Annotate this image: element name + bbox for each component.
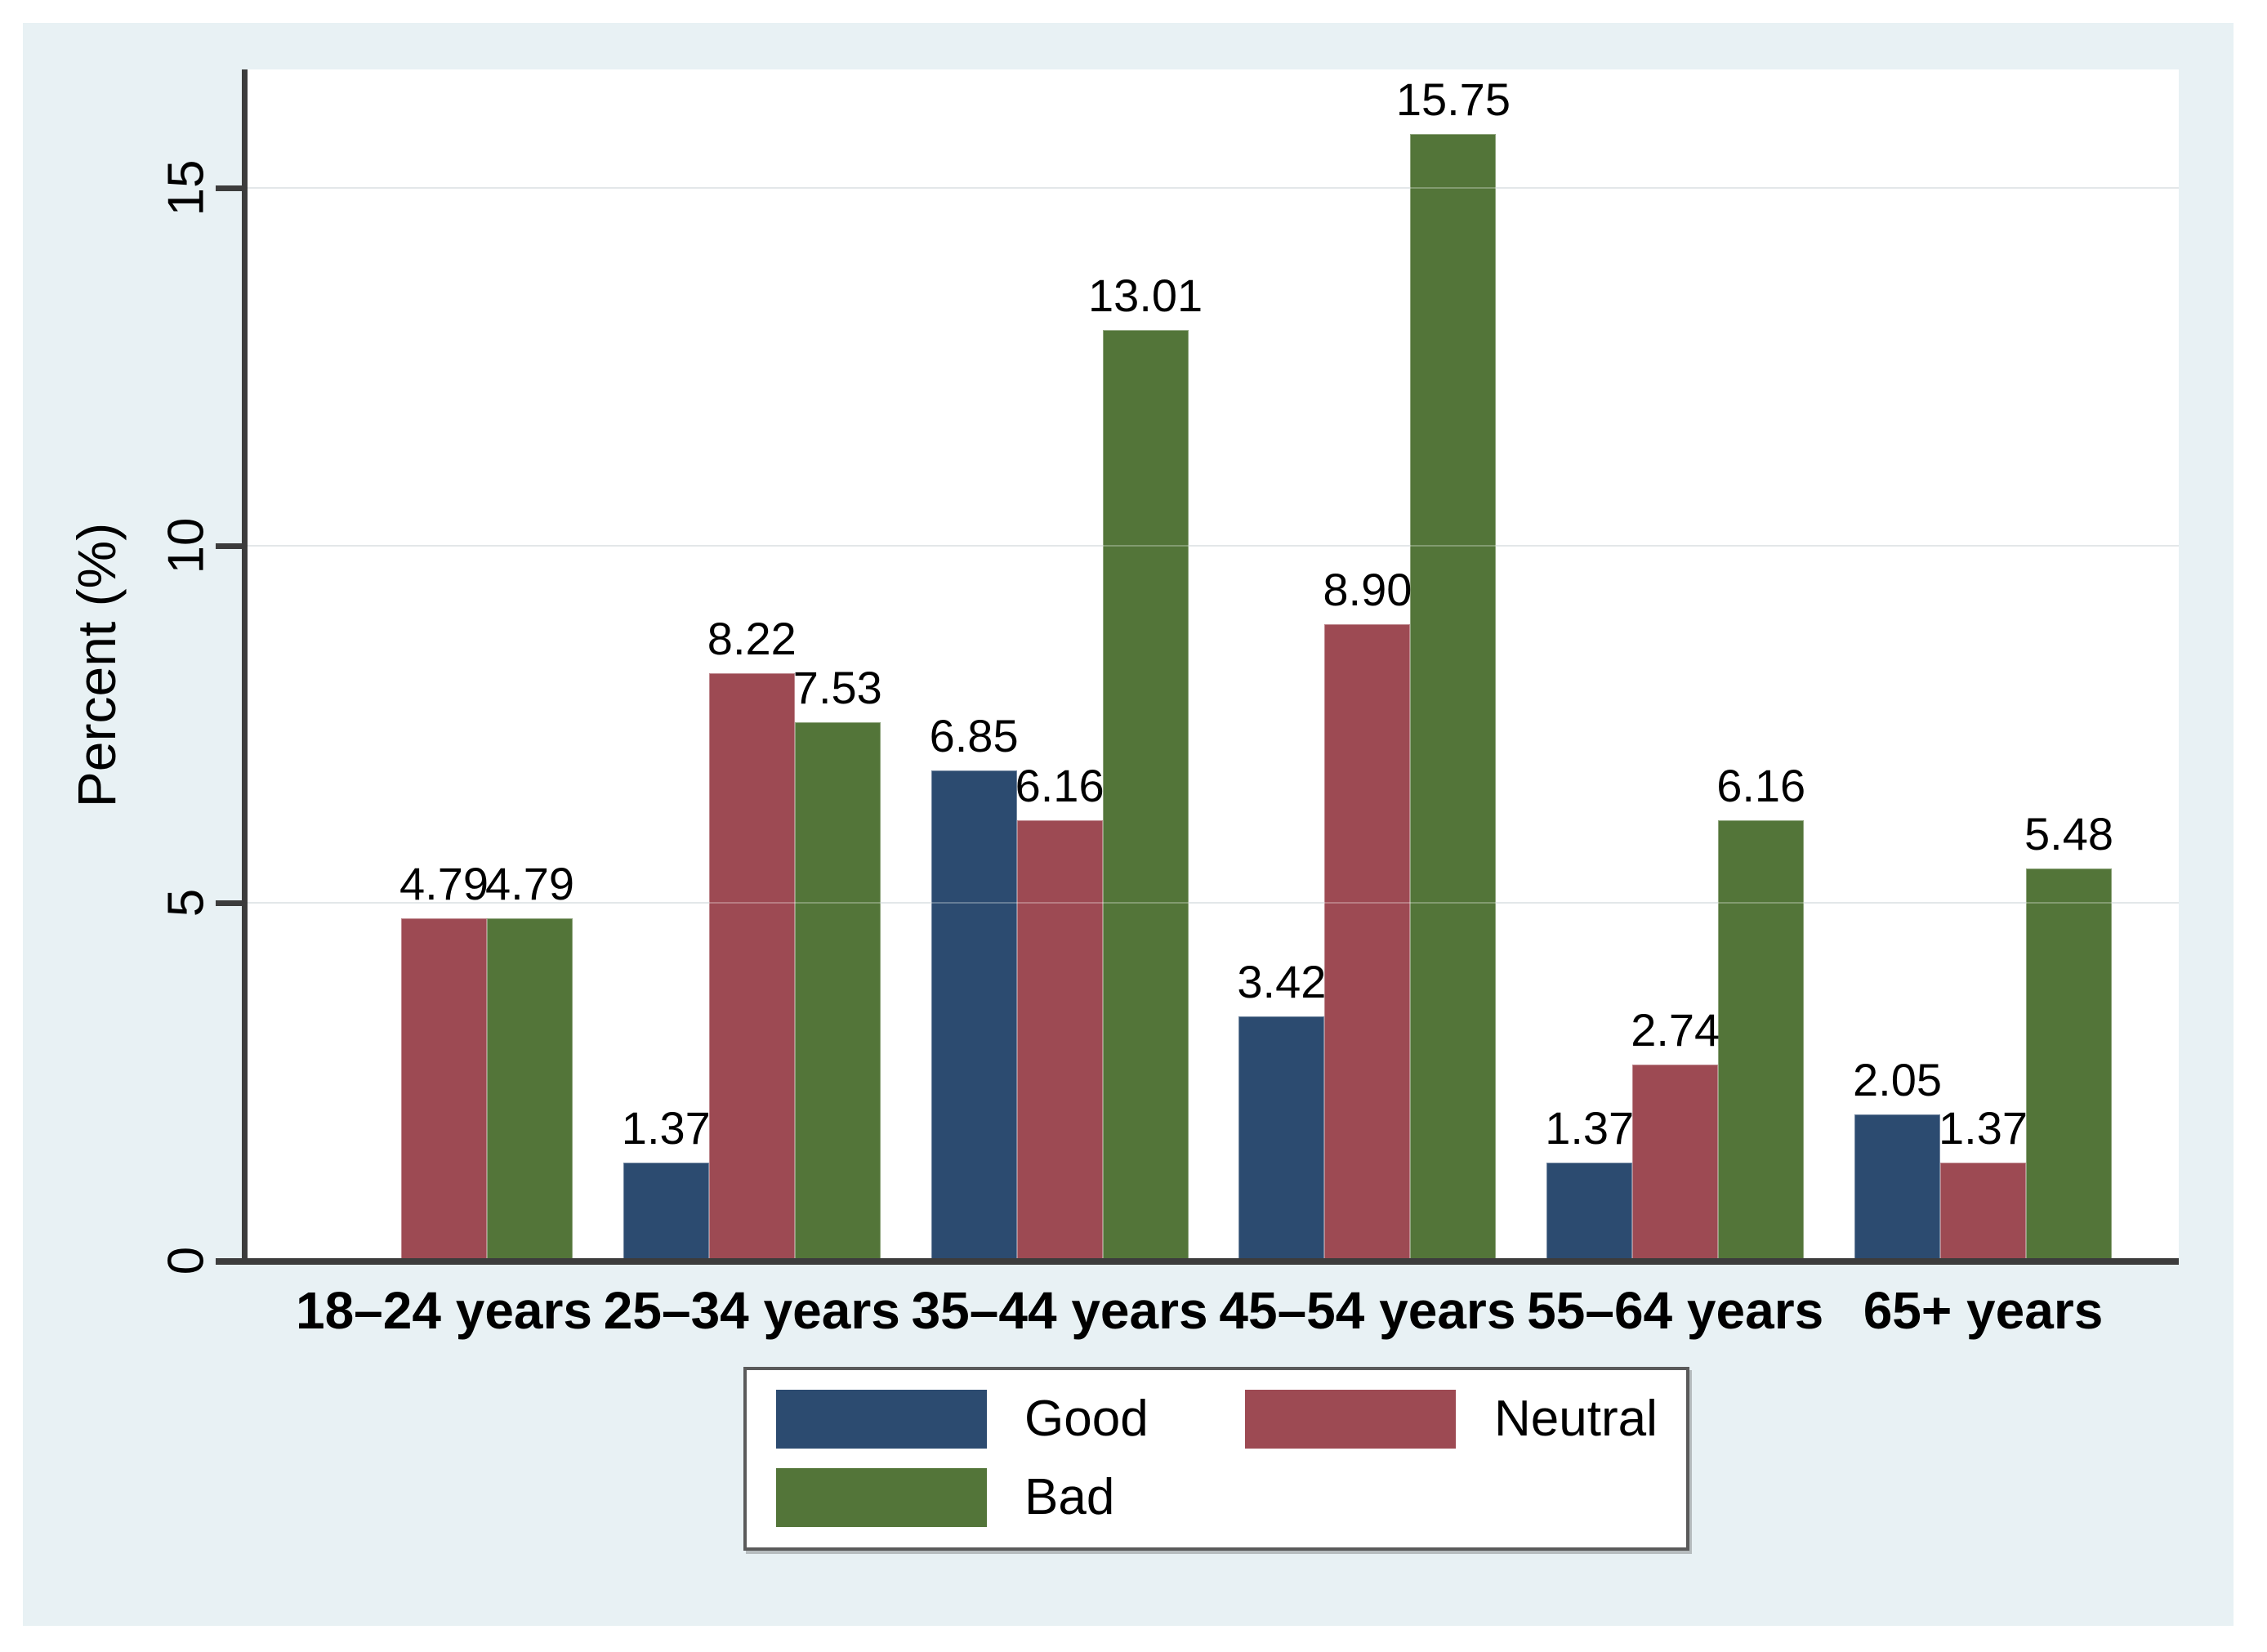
bar-neutral-3 (1016, 819, 1103, 1261)
y-tick-label-5: 5 (158, 889, 215, 918)
bar-bad-6 (2026, 868, 2112, 1261)
x-tick-label-4: 45–54 years (1219, 1281, 1516, 1340)
x-axis-line (216, 1258, 2179, 1265)
bar-neutral-1 (401, 918, 487, 1261)
gridline-overlay-15 (245, 187, 2179, 190)
bar-value-label: 6.85 (929, 710, 1019, 762)
bar-bad-1 (487, 918, 573, 1261)
bar-value-label: 13.01 (1088, 270, 1203, 322)
x-tick-label-1: 18–24 years (295, 1281, 593, 1340)
x-tick-label-6: 65+ years (1863, 1281, 2104, 1340)
x-tick-label-5: 55–64 years (1527, 1281, 1824, 1340)
legend-label-neutral: Neutral (1494, 1391, 1658, 1447)
bar-value-label: 15.75 (1395, 74, 1511, 126)
bar-good-5 (1546, 1163, 1633, 1261)
bar-good-6 (1854, 1114, 1940, 1261)
gridline-15 (245, 187, 2179, 190)
bar-bad-5 (1718, 819, 1805, 1261)
bar-neutral-6 (1940, 1163, 2026, 1261)
bar-bad-4 (1410, 134, 1497, 1261)
bar-value-label: 5.48 (2024, 808, 2113, 860)
bar-value-label: 4.79 (399, 857, 489, 909)
bar-bad-3 (1102, 330, 1189, 1261)
bar-value-label: 6.16 (1716, 759, 1806, 811)
bar-good-3 (930, 770, 1017, 1261)
bar-value-label: 2.05 (1853, 1053, 1942, 1105)
y-tick-label-0: 0 (158, 1246, 215, 1275)
y-axis-title: Percent (%) (66, 522, 127, 808)
gridline-overlay-10 (245, 544, 2179, 547)
legend-label-bad: Bad (1024, 1469, 1115, 1525)
bar-value-label: 8.90 (1323, 563, 1412, 615)
bar-good-4 (1238, 1016, 1325, 1261)
y-tick-label-10: 10 (158, 517, 215, 574)
legend-swatch-good (776, 1390, 987, 1449)
bar-value-label: 1.37 (1939, 1102, 2028, 1154)
bar-value-label: 3.42 (1237, 955, 1327, 1007)
bar-bad-2 (794, 721, 881, 1261)
bar-neutral-5 (1632, 1065, 1719, 1261)
y-tick-10 (216, 542, 245, 549)
legend-swatch-bad (776, 1468, 987, 1527)
bar-value-label: 4.79 (485, 857, 574, 909)
x-tick-label-3: 35–44 years (911, 1281, 1208, 1340)
bar-neutral-2 (708, 672, 795, 1261)
y-tick-label-15: 15 (158, 159, 215, 217)
bar-good-2 (623, 1163, 709, 1261)
gridline-5 (245, 902, 2179, 904)
gridline-overlay-5 (245, 902, 2179, 904)
legend-label-good: Good (1024, 1391, 1149, 1447)
bar-value-label: 8.22 (707, 612, 797, 664)
y-tick-15 (216, 185, 245, 192)
legend: Good Neutral Bad (743, 1367, 1689, 1551)
gridline-10 (245, 544, 2179, 547)
y-tick-5 (216, 900, 245, 907)
x-tick-label-2: 25–34 years (603, 1281, 900, 1340)
legend-swatch-neutral (1245, 1390, 1456, 1449)
y-axis-line (242, 69, 248, 1265)
bar-value-label: 7.53 (792, 661, 882, 713)
bar-neutral-4 (1324, 623, 1411, 1261)
bar-value-label: 2.74 (1631, 1004, 1720, 1056)
bar-value-label: 6.16 (1015, 759, 1104, 811)
bar-value-label: 1.37 (1545, 1102, 1635, 1154)
bar-value-label: 1.37 (621, 1102, 711, 1154)
